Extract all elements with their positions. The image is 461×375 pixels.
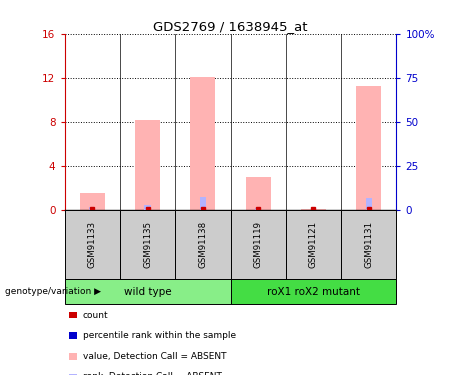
Text: GSM91119: GSM91119 [254, 221, 263, 268]
Text: genotype/variation ▶: genotype/variation ▶ [5, 287, 100, 296]
Text: GSM91138: GSM91138 [198, 221, 207, 268]
Bar [366, 198, 372, 210]
Text: value, Detection Call = ABSENT: value, Detection Call = ABSENT [83, 352, 226, 361]
Bar [356, 86, 381, 210]
Text: GSM91131: GSM91131 [364, 221, 373, 268]
Text: GSM91135: GSM91135 [143, 221, 152, 268]
Text: roX1 roX2 mutant: roX1 roX2 mutant [267, 286, 360, 297]
Text: count: count [83, 310, 109, 320]
Bar [200, 197, 206, 210]
Text: percentile rank within the sample: percentile rank within the sample [83, 331, 236, 340]
Bar [135, 120, 160, 210]
Title: GDS2769 / 1638945_at: GDS2769 / 1638945_at [153, 20, 308, 33]
Bar [80, 194, 105, 210]
Text: rank, Detection Call = ABSENT: rank, Detection Call = ABSENT [83, 372, 222, 375]
Text: wild type: wild type [124, 286, 171, 297]
Text: GSM91121: GSM91121 [309, 221, 318, 268]
Bar [190, 77, 215, 210]
Bar [255, 208, 261, 210]
Bar [89, 207, 95, 210]
Bar [144, 205, 151, 210]
Bar [246, 177, 271, 210]
Text: GSM91133: GSM91133 [88, 221, 97, 268]
